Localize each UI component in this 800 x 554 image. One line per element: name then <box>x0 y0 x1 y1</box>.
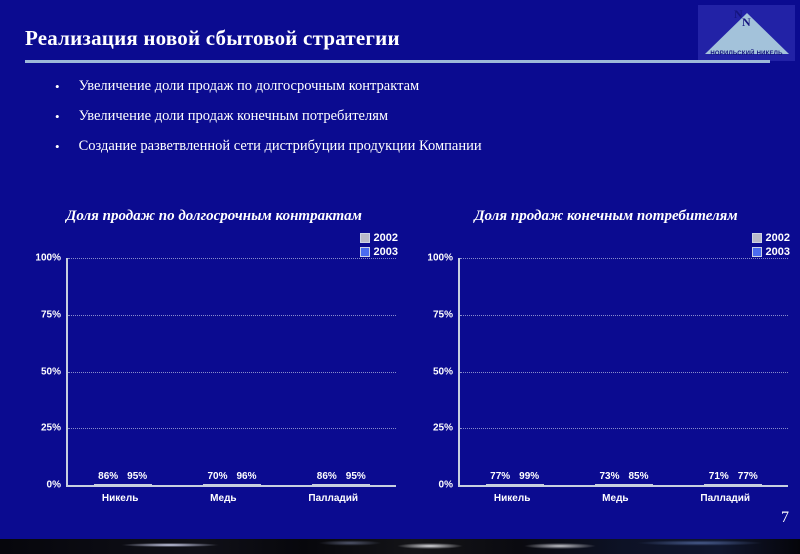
chart-category-axis: Никель Медь Палладий <box>458 493 786 504</box>
bullet-item: • Увеличение доли продаж конечным потреб… <box>55 108 755 125</box>
legend-marker-icon <box>751 233 762 243</box>
page-number: 7 <box>781 509 789 526</box>
legend-item: 2002 <box>359 232 398 244</box>
legend-label: 2002 <box>765 232 790 244</box>
bar-value-label: 73% <box>599 471 620 482</box>
bar-value-label: 95% <box>345 471 366 482</box>
legend-item: 2003 <box>359 246 398 258</box>
category-label: Палладий <box>700 493 751 504</box>
bar-2003: 85% <box>623 471 653 485</box>
bar-value-label: 86% <box>316 471 337 482</box>
bar-2002: 71% <box>704 471 734 485</box>
logo-monogram: N <box>734 7 743 21</box>
gridline <box>460 428 788 430</box>
bar-2002: 70% <box>202 471 232 485</box>
gridline <box>460 314 788 316</box>
y-axis-tick-label: 50% <box>40 366 61 377</box>
legend-label: 2002 <box>373 232 398 244</box>
bar-groups: 77% 99% 73% 85% 71% 77% <box>460 258 788 485</box>
bar-value-label: 96% <box>236 471 257 482</box>
bar-2002: 73% <box>594 471 624 485</box>
bar-group: 86% 95% <box>312 471 371 485</box>
gridline <box>460 258 788 259</box>
category-label: Медь <box>602 493 629 504</box>
chart-legend: 2002 2003 <box>751 232 790 260</box>
legend-label: 2003 <box>765 246 790 258</box>
bar-group: 71% 77% <box>704 471 763 485</box>
bar-2002: 86% <box>312 471 342 485</box>
bullet-item: • Создание разветвленной сети дистрибуци… <box>55 138 755 155</box>
y-axis-tick-label: 100% <box>427 252 453 264</box>
title-underline <box>25 60 770 63</box>
category-label: Никель <box>101 493 139 504</box>
bar-value-label: 77% <box>490 471 511 482</box>
y-axis-tick-label: 100% <box>35 252 61 264</box>
chart-title: Доля продаж конечным потребителям <box>474 208 738 224</box>
gridline <box>68 258 396 259</box>
bar-2003: 77% <box>733 471 763 485</box>
bar-2002: 86% <box>93 471 123 485</box>
footer-photo-strip <box>0 539 800 554</box>
bullet-list: • Увеличение доли продаж по долгосрочным… <box>55 78 755 168</box>
legend-item: 2003 <box>751 246 790 258</box>
bullet-text: Увеличение доли продаж по долгосрочным к… <box>78 78 420 94</box>
bar-value-label: 85% <box>628 471 649 482</box>
y-axis-tick-label: 25% <box>40 422 61 434</box>
gridline <box>68 314 396 316</box>
company-logo: N N НОРИЛЬСКИЙ НИКЕЛЬ <box>698 5 795 61</box>
bar-2003: 99% <box>514 471 544 485</box>
y-axis-tick-label: 25% <box>432 422 453 434</box>
legend-marker-icon <box>751 247 762 257</box>
bullet-text: Создание разветвленной сети дистрибуции … <box>78 138 482 154</box>
bullet-text: Увеличение доли продаж конечным потребит… <box>78 108 389 124</box>
chart-plot-area: 100% 75% 50% 25% 0% 86% 95% 70% 96% 86% 95% <box>35 253 396 491</box>
bar-group: 77% 99% <box>485 471 544 485</box>
bar-2003: 96% <box>231 471 261 485</box>
bar-2002: 77% <box>485 471 515 485</box>
bar-value-label: 77% <box>737 471 758 482</box>
bar-value-label: 70% <box>207 471 228 482</box>
bullet-icon: • <box>55 109 60 124</box>
category-label: Никель <box>493 493 531 504</box>
chart-legend: 2002 2003 <box>359 232 398 260</box>
bar-value-label: 71% <box>708 471 729 482</box>
bar-group: 86% 95% <box>93 471 152 485</box>
gridline <box>68 428 396 430</box>
logo-company-name: НОРИЛЬСКИЙ НИКЕЛЬ <box>710 51 783 57</box>
bullet-icon: • <box>55 139 60 154</box>
bullet-icon: • <box>55 79 60 94</box>
y-axis-tick-label: 0% <box>46 479 61 491</box>
y-axis-tick-label: 75% <box>40 309 61 321</box>
chart-long-term-contracts: Доля продаж по долгосрочным контрактам 2… <box>28 208 400 508</box>
category-label: Палладий <box>308 493 359 504</box>
chart-title: Доля продаж по долгосрочным контрактам <box>66 208 362 224</box>
legend-marker-icon <box>359 233 370 243</box>
gridline <box>460 371 788 373</box>
y-axis-tick-label: 75% <box>432 309 453 321</box>
category-label: Медь <box>210 493 237 504</box>
page-title: Реализация новой сбытовой стратегии <box>25 26 400 50</box>
gridline <box>68 371 396 373</box>
chart-end-consumers: Доля продаж конечным потребителям 2002 20… <box>420 208 792 508</box>
bar-2003: 95% <box>341 471 371 485</box>
y-axis-tick-label: 50% <box>432 366 453 377</box>
bar-value-label: 95% <box>127 471 148 482</box>
bar-value-label: 86% <box>98 471 119 482</box>
bar-value-label: 99% <box>519 471 540 482</box>
bullet-item: • Увеличение доли продаж по долгосрочным… <box>55 78 755 95</box>
bar-2003: 95% <box>122 471 152 485</box>
bar-group: 73% 85% <box>594 471 653 485</box>
chart-category-axis: Никель Медь Палладий <box>66 493 394 504</box>
legend-label: 2003 <box>373 246 398 258</box>
legend-marker-icon <box>359 247 370 257</box>
legend-item: 2002 <box>751 232 790 244</box>
chart-plot-area: 100% 75% 50% 25% 0% 77% 99% 73% 85% 71% 77% <box>427 253 788 491</box>
bar-group: 70% 96% <box>202 471 261 485</box>
logo-monogram: N <box>742 15 751 29</box>
y-axis-tick-label: 0% <box>438 479 453 491</box>
bar-groups: 86% 95% 70% 96% 86% 95% <box>68 258 396 485</box>
